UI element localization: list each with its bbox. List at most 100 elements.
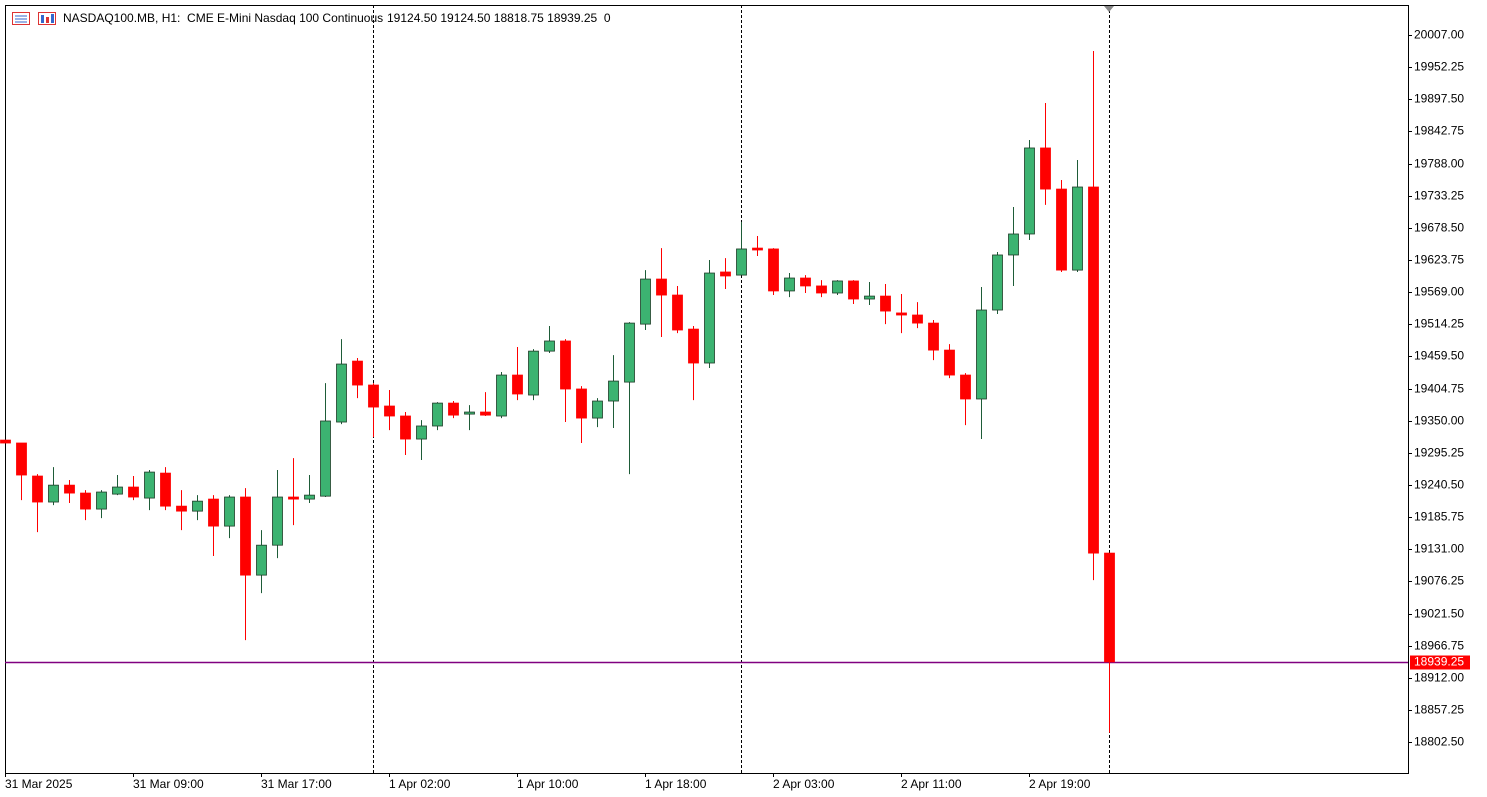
x-tick-label: 31 Mar 17:00 xyxy=(261,777,332,791)
candle-body xyxy=(48,484,59,503)
y-tick-label: 19021.50 xyxy=(1414,607,1464,621)
candle-body xyxy=(576,388,587,419)
candle-body xyxy=(1040,147,1051,190)
y-tick-label: 19350.00 xyxy=(1414,414,1464,428)
candle-body xyxy=(272,496,283,546)
candle-body xyxy=(928,322,939,351)
candle-body xyxy=(96,491,107,510)
y-tick-label: 20007.00 xyxy=(1414,28,1464,42)
candle-body xyxy=(416,425,427,440)
candle-body xyxy=(656,278,667,296)
candle-body xyxy=(880,295,891,312)
candle-body xyxy=(16,442,27,476)
y-tick-label: 19240.50 xyxy=(1414,478,1464,492)
candle-body xyxy=(464,411,475,415)
candle-body xyxy=(224,496,235,527)
candle-body xyxy=(864,295,875,300)
y-tick-label: 19952.25 xyxy=(1414,60,1464,74)
symbol-icons xyxy=(12,12,56,25)
candle-body xyxy=(784,277,795,292)
candle-body xyxy=(912,314,923,324)
y-tick-label: 19459.50 xyxy=(1414,349,1464,363)
candle-body xyxy=(672,294,683,331)
y-tick-label: 18966.75 xyxy=(1414,639,1464,653)
candle-body xyxy=(800,277,811,287)
candle-body xyxy=(1104,552,1115,663)
candle-body xyxy=(1088,186,1099,554)
y-tick-label: 18802.50 xyxy=(1414,735,1464,749)
candle-body xyxy=(752,247,763,251)
y-tick-label: 19185.75 xyxy=(1414,510,1464,524)
y-tick-label: 19404.75 xyxy=(1414,382,1464,396)
candle-body xyxy=(304,494,315,500)
candle-body xyxy=(896,312,907,316)
candle-body xyxy=(640,278,651,325)
x-tick-label: 2 Apr 03:00 xyxy=(773,777,835,791)
x-tick-label: 31 Mar 09:00 xyxy=(133,777,204,791)
candle-body xyxy=(80,492,91,510)
x-tick-label: 2 Apr 19:00 xyxy=(1029,777,1091,791)
candle-body xyxy=(0,439,11,444)
candle-body xyxy=(944,349,955,376)
candle-body xyxy=(448,402,459,416)
candle-body xyxy=(1056,188,1067,271)
icon-bar xyxy=(51,14,54,23)
candle-body xyxy=(688,328,699,364)
chart-title: NASDAQ100.MB, H1: CME E-Mini Nasdaq 100 … xyxy=(63,11,383,25)
y-tick-label: 19076.25 xyxy=(1414,574,1464,588)
candle-body xyxy=(144,471,155,499)
candle-body xyxy=(336,363,347,423)
candle-body xyxy=(384,405,395,417)
candle-body xyxy=(976,309,987,400)
candle-body xyxy=(256,544,267,576)
y-tick-label: 19842.75 xyxy=(1414,124,1464,138)
candle-body xyxy=(848,280,859,300)
candle-body xyxy=(400,415,411,440)
x-tick-label: 1 Apr 18:00 xyxy=(645,777,707,791)
candle-body xyxy=(992,254,1003,311)
y-tick-label: 18857.25 xyxy=(1414,703,1464,717)
candle-body xyxy=(208,498,219,527)
candle-body xyxy=(320,420,331,497)
candle-body xyxy=(1008,233,1019,256)
candle-body xyxy=(352,360,363,386)
y-tick-label: 19295.25 xyxy=(1414,446,1464,460)
candle-body xyxy=(128,486,139,498)
x-tick-label: 31 Mar 2025 xyxy=(5,777,73,791)
candle-body xyxy=(592,400,603,419)
x-tick-label: 1 Apr 10:00 xyxy=(517,777,579,791)
candle-body xyxy=(288,496,299,500)
candle-body xyxy=(1024,147,1035,235)
candle-body xyxy=(112,486,123,495)
y-tick-label: 19788.00 xyxy=(1414,157,1464,171)
current-price-box xyxy=(1410,655,1470,670)
candle-body xyxy=(192,500,203,512)
icon-bar xyxy=(41,15,44,23)
y-tick-label: 18912.00 xyxy=(1414,671,1464,685)
candle-body xyxy=(368,384,379,408)
candle-body xyxy=(176,505,187,512)
candle-body xyxy=(432,402,443,427)
y-tick-label: 19514.25 xyxy=(1414,317,1464,331)
candle-body xyxy=(624,322,635,383)
y-tick-label: 19678.50 xyxy=(1414,221,1464,235)
y-tick-label: 19569.00 xyxy=(1414,285,1464,299)
y-tick-label: 19623.75 xyxy=(1414,253,1464,267)
candle-body xyxy=(240,496,251,576)
candle-body xyxy=(720,271,731,277)
candle-body xyxy=(544,340,555,352)
x-tick-label: 2 Apr 11:00 xyxy=(901,777,962,791)
candle-body xyxy=(512,374,523,395)
candle-body xyxy=(704,272,715,364)
candle-body xyxy=(816,285,827,294)
candle-body xyxy=(528,350,539,396)
y-tick-label: 19131.00 xyxy=(1414,542,1464,556)
candle-body xyxy=(832,280,843,294)
current-bar-marker xyxy=(1104,6,1114,12)
candle-body xyxy=(480,411,491,416)
candle-body xyxy=(32,475,43,503)
ohlc-info: 19124.50 19124.50 18818.75 18939.25 0 xyxy=(387,11,611,25)
candle-body xyxy=(560,340,571,390)
